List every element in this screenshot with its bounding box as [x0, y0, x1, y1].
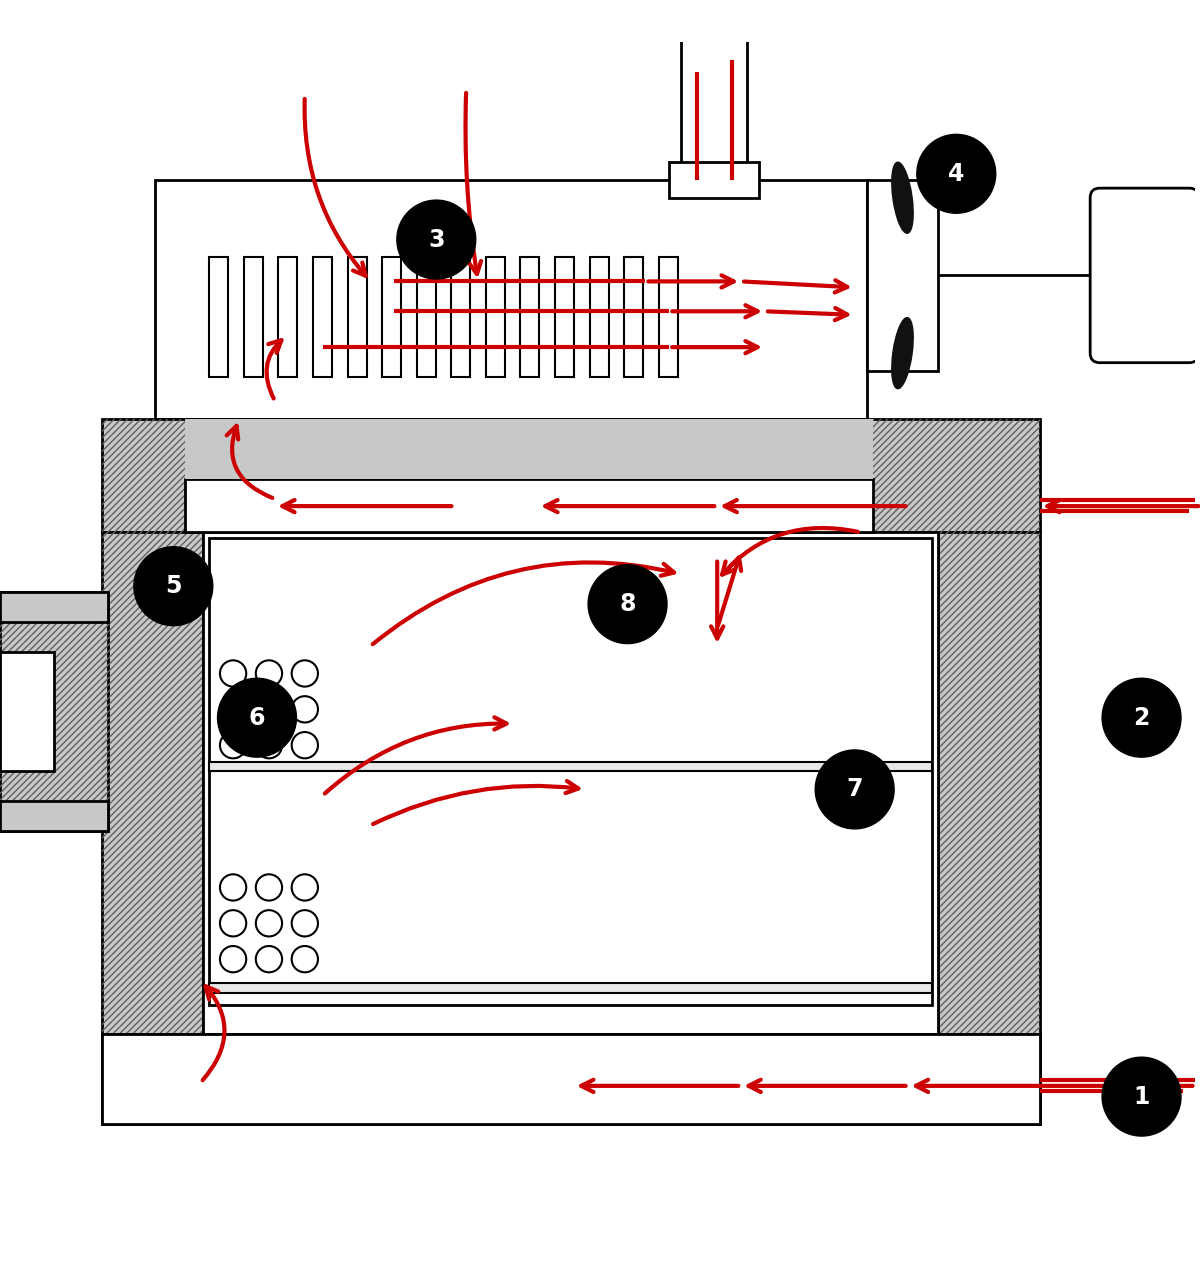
- Bar: [866, 179, 938, 371]
- Circle shape: [1102, 1057, 1181, 1137]
- Bar: [938, 532, 1040, 1034]
- Bar: [659, 257, 678, 378]
- Bar: [682, 36, 748, 186]
- Bar: [0, 593, 108, 831]
- Bar: [102, 532, 203, 1034]
- Bar: [102, 1034, 1040, 1124]
- Bar: [209, 762, 932, 772]
- Circle shape: [1102, 678, 1181, 758]
- Bar: [938, 532, 1040, 1034]
- Text: 7: 7: [846, 777, 863, 801]
- Bar: [209, 257, 228, 378]
- Text: 1: 1: [1133, 1084, 1150, 1108]
- Bar: [0, 801, 108, 831]
- Bar: [624, 257, 643, 378]
- Bar: [185, 479, 872, 532]
- Circle shape: [815, 750, 894, 829]
- Bar: [203, 532, 938, 1034]
- Text: 6: 6: [248, 705, 265, 730]
- Bar: [313, 257, 332, 378]
- Bar: [102, 419, 1040, 532]
- Bar: [348, 257, 366, 378]
- Text: 3: 3: [428, 228, 444, 252]
- Text: 2: 2: [1133, 705, 1150, 730]
- Bar: [0, 593, 108, 622]
- Bar: [209, 539, 932, 1005]
- Circle shape: [217, 678, 296, 758]
- Text: 4: 4: [948, 161, 965, 186]
- Bar: [589, 257, 608, 378]
- FancyBboxPatch shape: [1090, 188, 1199, 362]
- Ellipse shape: [892, 163, 913, 233]
- Bar: [554, 257, 574, 378]
- Bar: [102, 1034, 1040, 1124]
- Bar: [416, 257, 436, 378]
- Bar: [0, 593, 108, 831]
- Bar: [382, 257, 401, 378]
- Bar: [670, 161, 760, 197]
- Ellipse shape: [892, 317, 913, 389]
- Circle shape: [397, 200, 475, 279]
- Bar: [0, 652, 54, 772]
- Bar: [102, 532, 203, 1034]
- Circle shape: [917, 134, 996, 214]
- Text: 5: 5: [166, 575, 181, 598]
- Bar: [102, 1034, 1040, 1124]
- Bar: [486, 257, 505, 378]
- Bar: [278, 257, 298, 378]
- Circle shape: [134, 547, 212, 626]
- Bar: [155, 179, 866, 419]
- Bar: [102, 419, 1040, 532]
- Bar: [521, 257, 540, 378]
- Bar: [209, 983, 932, 992]
- Circle shape: [588, 564, 667, 644]
- Text: 8: 8: [619, 593, 636, 616]
- Bar: [451, 257, 470, 378]
- Bar: [185, 419, 872, 479]
- Bar: [244, 257, 263, 378]
